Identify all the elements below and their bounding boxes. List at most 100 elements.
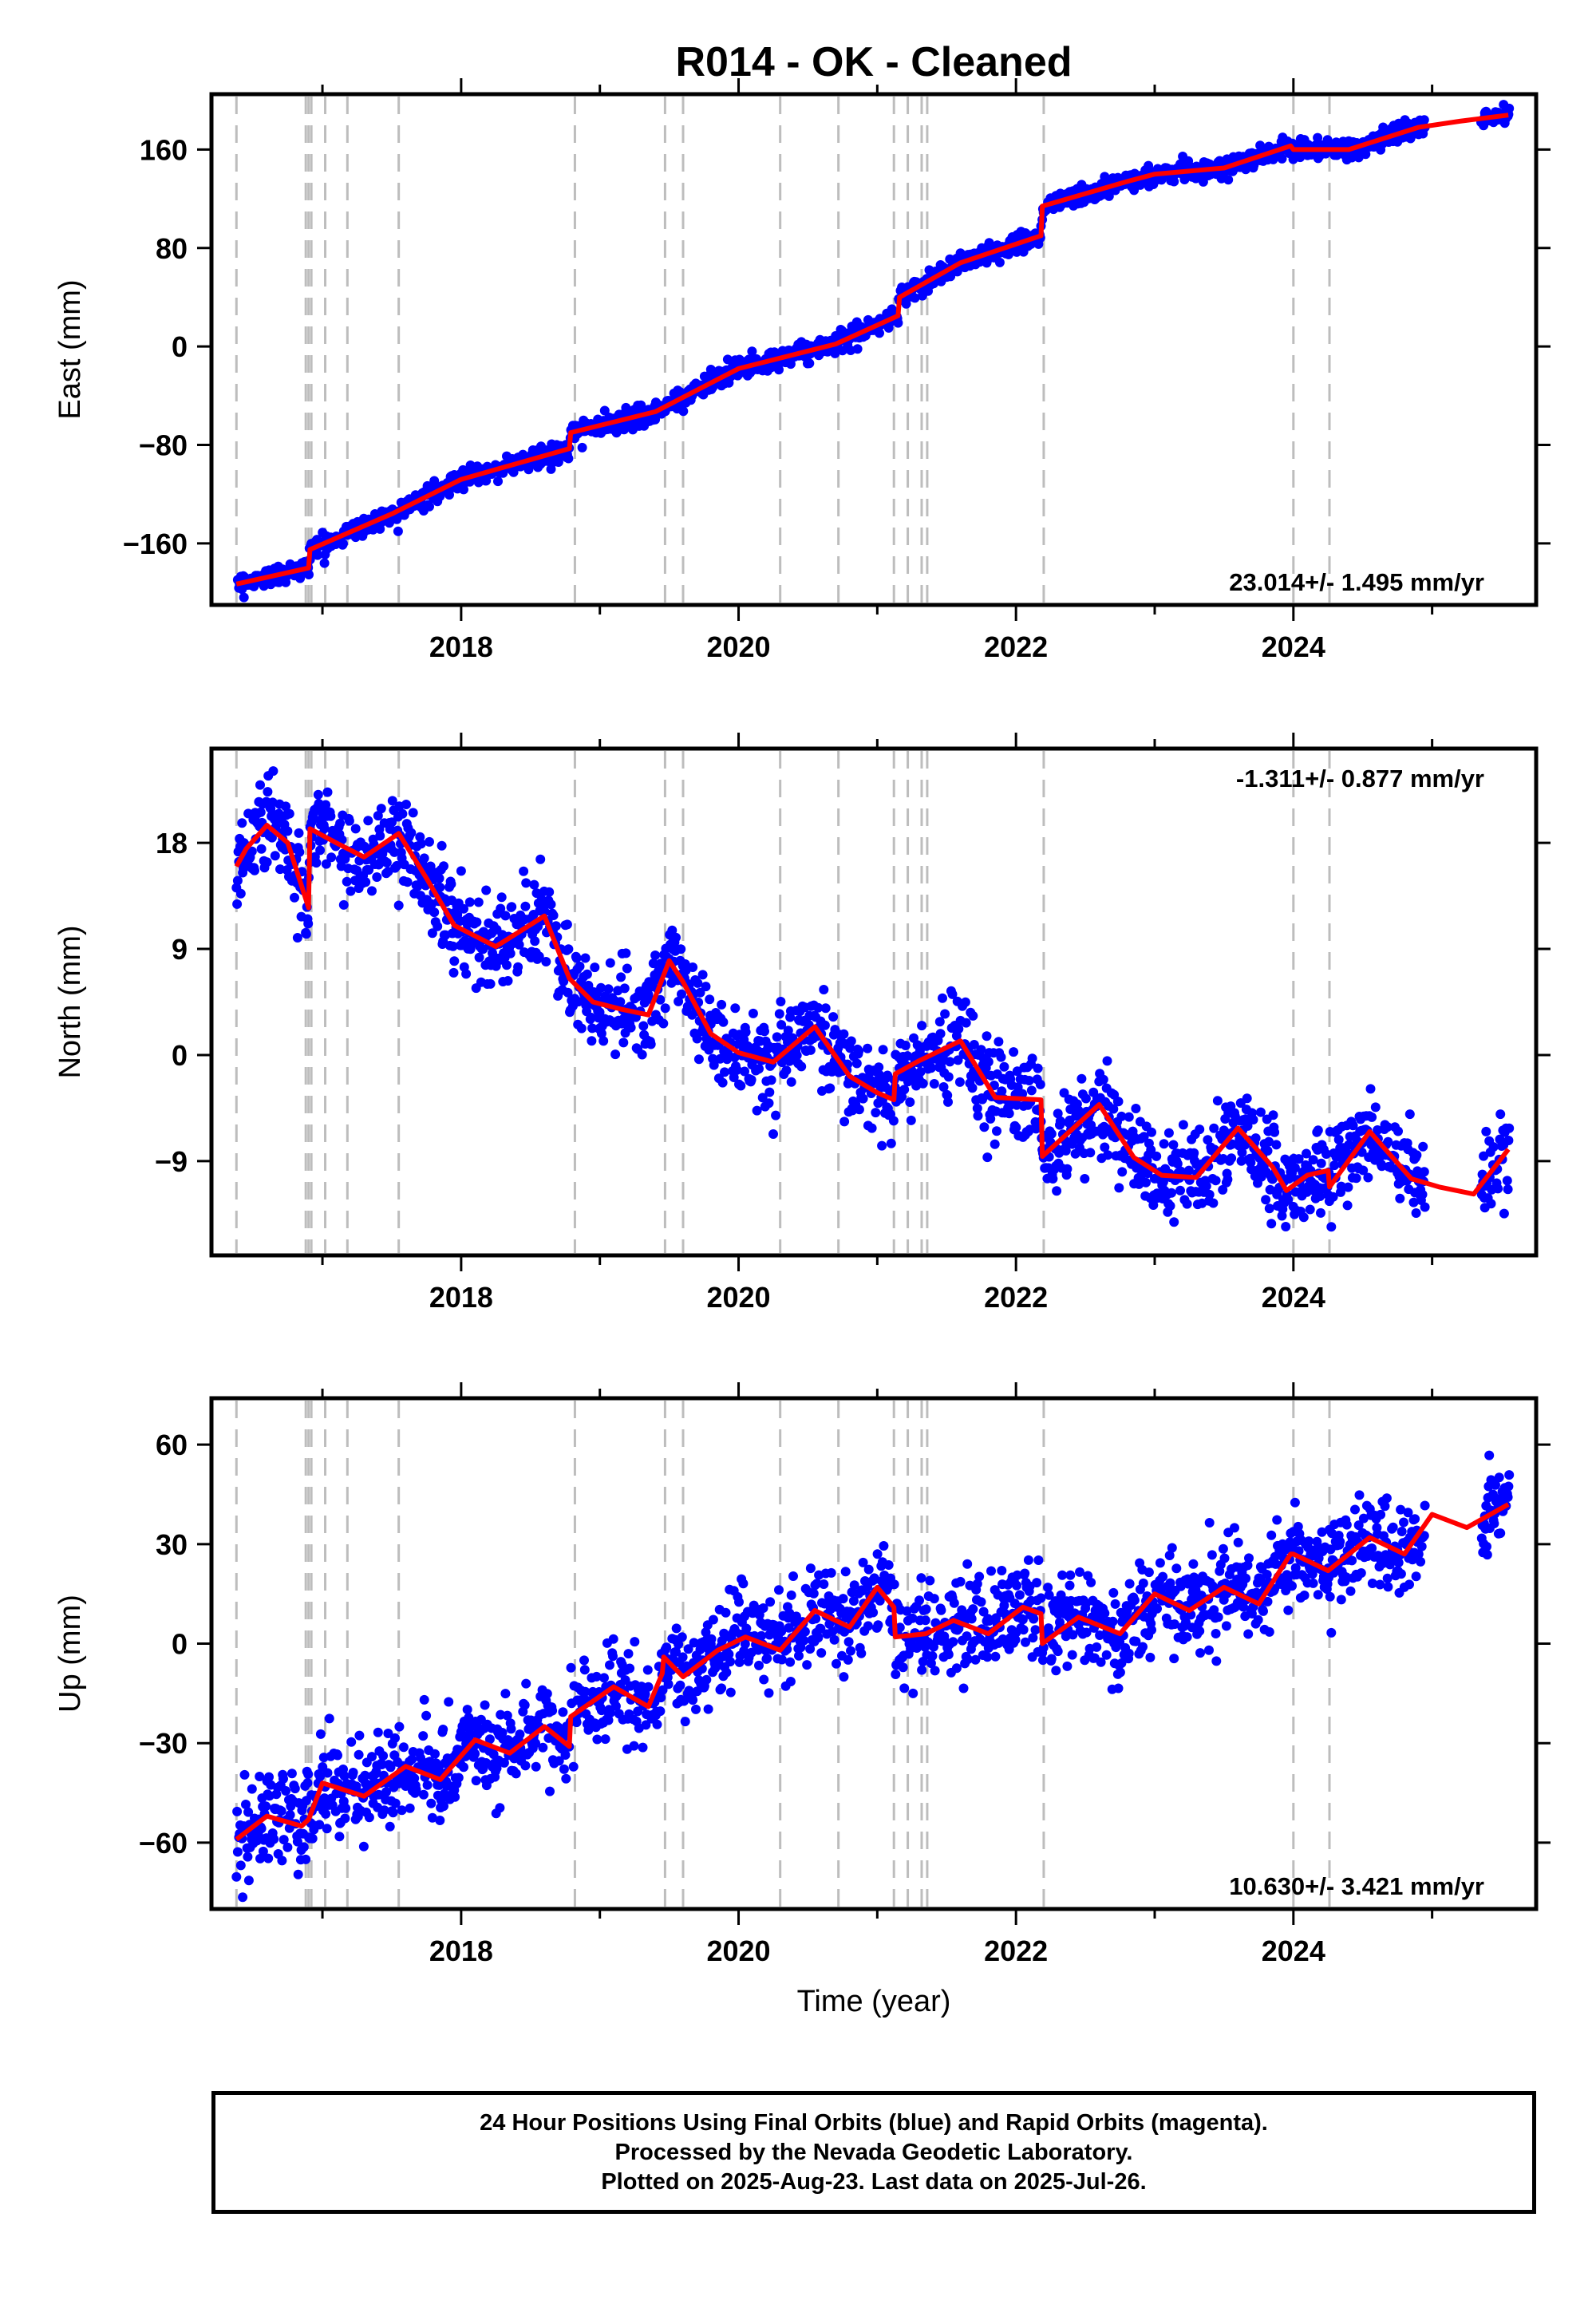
data-point bbox=[999, 1600, 1009, 1611]
data-point bbox=[1365, 1084, 1376, 1094]
data-point bbox=[563, 453, 574, 464]
data-point bbox=[1024, 1076, 1034, 1085]
data-point bbox=[1233, 1537, 1243, 1547]
data-point bbox=[820, 1020, 830, 1030]
data-point bbox=[786, 1077, 796, 1087]
data-point bbox=[1068, 1630, 1078, 1640]
data-point bbox=[285, 1810, 295, 1820]
data-point bbox=[1065, 1105, 1076, 1114]
data-point bbox=[1051, 1666, 1061, 1676]
data-point bbox=[1298, 1212, 1309, 1223]
data-point bbox=[725, 1687, 736, 1697]
data-point bbox=[438, 1725, 448, 1734]
data-point bbox=[1026, 1085, 1037, 1096]
data-point bbox=[1158, 1571, 1168, 1582]
data-point bbox=[697, 970, 708, 980]
data-point bbox=[437, 840, 447, 851]
data-point bbox=[471, 1776, 481, 1786]
data-point bbox=[717, 1683, 727, 1694]
data-point bbox=[587, 1023, 598, 1034]
data-point bbox=[799, 1635, 809, 1646]
data-point bbox=[970, 1654, 981, 1665]
data-point bbox=[636, 1682, 646, 1692]
data-point bbox=[960, 997, 970, 1007]
data-point bbox=[678, 406, 689, 417]
data-point bbox=[1075, 1567, 1084, 1577]
data-point bbox=[902, 1606, 912, 1616]
data-point bbox=[1096, 1657, 1106, 1667]
data-point bbox=[655, 1706, 666, 1717]
data-point bbox=[464, 897, 475, 907]
data-point bbox=[1265, 1184, 1275, 1195]
data-point bbox=[373, 1789, 384, 1800]
data-point bbox=[426, 1798, 437, 1808]
data-point bbox=[969, 1040, 979, 1049]
data-point bbox=[1048, 1174, 1058, 1184]
data-point bbox=[506, 1724, 516, 1734]
data-point bbox=[367, 886, 377, 896]
data-point bbox=[997, 1086, 1007, 1097]
data-point bbox=[972, 1579, 982, 1589]
data-point bbox=[990, 1139, 1000, 1149]
data-point bbox=[1172, 1159, 1183, 1169]
data-point bbox=[389, 847, 400, 857]
data-point bbox=[1211, 1176, 1221, 1186]
data-point bbox=[1165, 1201, 1175, 1211]
data-point bbox=[261, 1801, 271, 1812]
data-point bbox=[1009, 1047, 1019, 1057]
data-point bbox=[576, 1023, 587, 1034]
data-point bbox=[883, 1070, 893, 1081]
data-point bbox=[413, 881, 423, 891]
data-point bbox=[1209, 1123, 1219, 1133]
data-point bbox=[872, 1549, 883, 1559]
data-point bbox=[674, 996, 684, 1006]
data-point bbox=[603, 1715, 614, 1725]
data-point bbox=[774, 365, 784, 375]
data-point bbox=[957, 1605, 967, 1615]
data-point bbox=[982, 1031, 992, 1041]
data-point bbox=[641, 1720, 651, 1730]
data-point bbox=[741, 1027, 751, 1037]
data-point bbox=[772, 1032, 782, 1042]
data-point bbox=[920, 1615, 930, 1626]
data-point bbox=[706, 1634, 717, 1644]
data-point bbox=[326, 852, 337, 863]
data-point bbox=[1141, 1177, 1151, 1188]
data-point bbox=[729, 1073, 739, 1082]
data-point bbox=[1488, 1142, 1499, 1152]
data-point bbox=[507, 902, 517, 912]
data-point bbox=[1363, 1172, 1373, 1183]
data-point bbox=[972, 1103, 982, 1113]
data-point bbox=[813, 1633, 824, 1643]
data-point bbox=[953, 1055, 963, 1065]
data-point bbox=[563, 987, 573, 998]
data-point bbox=[677, 1632, 687, 1642]
data-point bbox=[1147, 1625, 1156, 1635]
data-point bbox=[1046, 1654, 1057, 1664]
data-point bbox=[239, 1769, 250, 1780]
data-point bbox=[662, 1642, 672, 1653]
data-point bbox=[1313, 1125, 1323, 1136]
data-point bbox=[1361, 149, 1371, 160]
data-point bbox=[1261, 1195, 1271, 1205]
data-point bbox=[764, 1087, 775, 1097]
data-point bbox=[648, 958, 658, 969]
data-point bbox=[738, 1579, 749, 1589]
data-point bbox=[994, 1037, 1004, 1047]
data-point bbox=[740, 1066, 749, 1077]
data-point bbox=[1242, 1093, 1252, 1104]
data-point bbox=[394, 1721, 405, 1732]
data-point bbox=[643, 1682, 654, 1692]
data-point bbox=[298, 1842, 309, 1852]
data-point bbox=[544, 887, 555, 897]
data-point bbox=[513, 962, 523, 972]
data-point bbox=[839, 1117, 850, 1127]
data-point bbox=[1209, 1605, 1219, 1615]
data-point bbox=[888, 1116, 899, 1126]
data-point bbox=[871, 1108, 881, 1118]
data-point bbox=[381, 1787, 391, 1797]
data-point bbox=[1004, 1109, 1014, 1119]
data-point bbox=[591, 1671, 602, 1682]
data-point bbox=[1033, 1555, 1044, 1565]
